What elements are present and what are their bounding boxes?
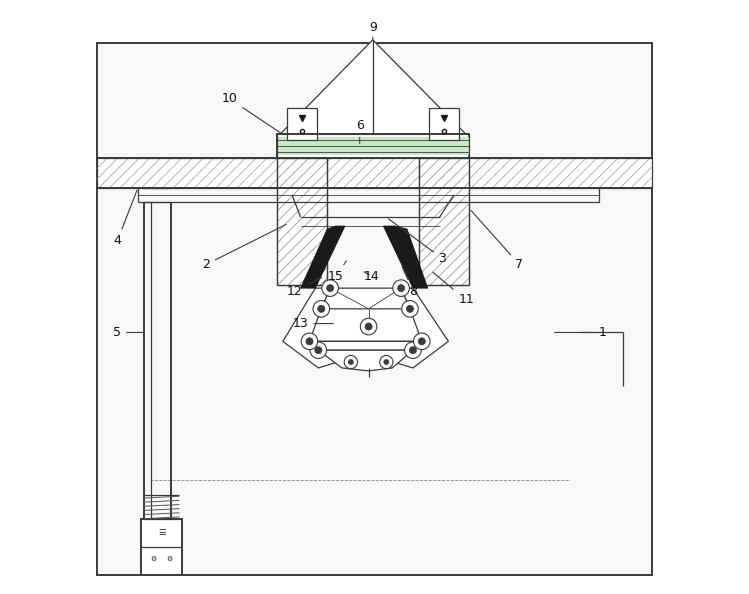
- Circle shape: [413, 333, 430, 350]
- Bar: [419, 158, 469, 285]
- Bar: [277, 158, 327, 285]
- Text: 1: 1: [555, 326, 606, 339]
- Text: ⚙: ⚙: [167, 556, 173, 562]
- Circle shape: [322, 280, 339, 296]
- Circle shape: [404, 342, 421, 359]
- Bar: [277, 158, 327, 285]
- Polygon shape: [369, 288, 449, 368]
- Polygon shape: [309, 342, 422, 350]
- Bar: [419, 158, 469, 285]
- Circle shape: [315, 347, 322, 354]
- Circle shape: [348, 359, 354, 365]
- Text: 5: 5: [113, 326, 144, 339]
- Polygon shape: [383, 226, 428, 288]
- Circle shape: [327, 285, 334, 292]
- Circle shape: [401, 301, 418, 317]
- Circle shape: [301, 333, 318, 350]
- Polygon shape: [318, 350, 413, 371]
- Text: 10: 10: [222, 93, 281, 133]
- Polygon shape: [321, 288, 410, 327]
- Text: 13: 13: [293, 317, 333, 330]
- Text: 6: 6: [356, 119, 364, 144]
- Bar: [287, 108, 318, 140]
- Circle shape: [410, 347, 416, 354]
- Polygon shape: [309, 309, 422, 342]
- Text: 2: 2: [202, 225, 286, 271]
- Circle shape: [306, 338, 313, 345]
- Bar: [141, 519, 182, 575]
- Circle shape: [360, 318, 377, 335]
- Polygon shape: [283, 288, 369, 368]
- Bar: [277, 134, 469, 158]
- Text: 3: 3: [389, 219, 446, 265]
- Text: 7: 7: [471, 210, 524, 271]
- Text: 14: 14: [364, 270, 380, 283]
- Bar: [97, 158, 652, 188]
- Text: 8: 8: [402, 267, 417, 298]
- Text: ☰: ☰: [158, 528, 166, 537]
- Circle shape: [310, 342, 327, 359]
- Circle shape: [398, 285, 404, 292]
- Text: 9: 9: [369, 21, 377, 40]
- Bar: [428, 108, 459, 140]
- Circle shape: [318, 305, 325, 312]
- Text: 15: 15: [328, 261, 346, 283]
- Bar: [277, 137, 469, 155]
- Circle shape: [407, 305, 413, 312]
- Circle shape: [392, 280, 410, 296]
- Circle shape: [383, 359, 389, 365]
- Text: 12: 12: [287, 277, 322, 298]
- Polygon shape: [300, 226, 345, 288]
- Text: 11: 11: [433, 272, 474, 307]
- Circle shape: [313, 301, 330, 317]
- Circle shape: [418, 338, 425, 345]
- Polygon shape: [280, 40, 466, 134]
- Circle shape: [365, 323, 372, 330]
- Text: ⚙: ⚙: [151, 556, 157, 562]
- Circle shape: [345, 355, 357, 369]
- Text: 4: 4: [113, 190, 137, 247]
- Circle shape: [380, 355, 393, 369]
